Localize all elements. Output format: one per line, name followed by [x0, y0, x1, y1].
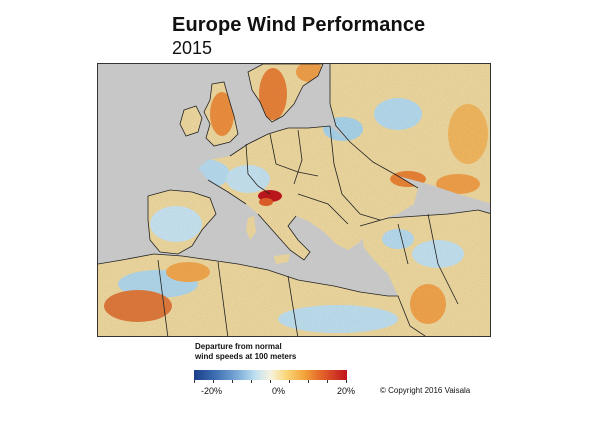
colorbar-tick — [270, 380, 271, 383]
wind-anomaly-map — [97, 63, 491, 337]
legend-title-line2: wind speeds at 100 meters — [195, 352, 297, 361]
legend-colorbar — [194, 370, 347, 380]
colorbar-tick — [251, 380, 252, 383]
legend-title: Departure from normal wind speeds at 100… — [195, 342, 296, 362]
colorbar-label-max: 20% — [337, 386, 356, 396]
map-subtitle: 2015 — [172, 38, 213, 58]
colorbar-tick — [346, 380, 347, 383]
colorbar-label-min: -20% — [201, 386, 223, 396]
copyright-notice: © Copyright 2016 Vaisala — [380, 386, 471, 395]
map-canvas — [98, 64, 490, 336]
colorbar-tick — [289, 380, 290, 383]
colorbar-tick — [308, 380, 309, 383]
colorbar-tick — [327, 380, 328, 383]
colorbar-tick — [232, 380, 233, 383]
map-title: Europe Wind Performance — [172, 14, 426, 36]
country-borders — [98, 64, 490, 336]
colorbar-tick — [213, 380, 214, 383]
colorbar-tick — [194, 380, 195, 383]
colorbar-label-mid: 0% — [272, 386, 286, 396]
legend-title-line1: Departure from normal — [195, 342, 282, 351]
